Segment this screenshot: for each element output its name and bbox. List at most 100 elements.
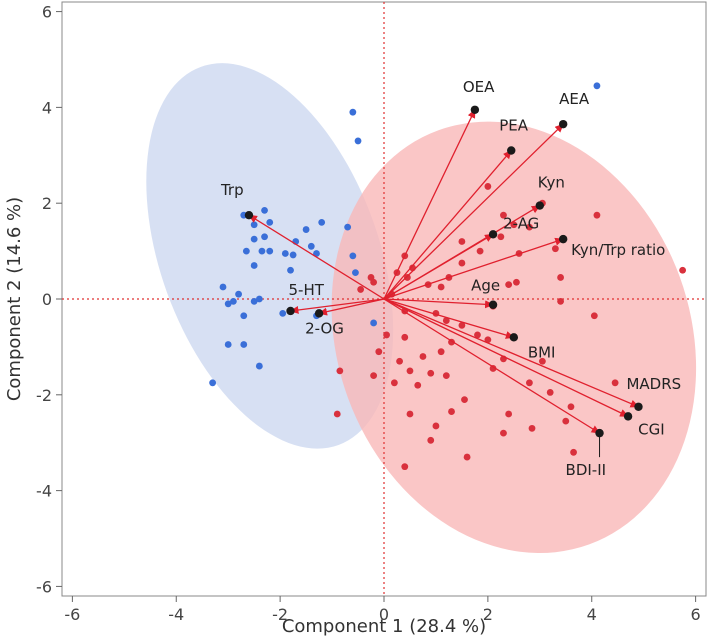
vector-endpoint bbox=[535, 201, 545, 210]
blue-data-point bbox=[266, 247, 274, 255]
vector-label: BMI bbox=[528, 343, 556, 361]
vector-arrow bbox=[318, 298, 385, 316]
vector-arrow bbox=[289, 298, 385, 314]
red-data-point bbox=[505, 410, 513, 418]
blue-data-point bbox=[224, 300, 232, 308]
vector-endpoint bbox=[558, 234, 568, 244]
vector-label: Kyn/Trp ratio bbox=[571, 241, 665, 259]
red-data-point bbox=[567, 403, 575, 411]
red-data-point bbox=[375, 348, 383, 356]
vector-label: 5-HT bbox=[289, 281, 325, 299]
red-data-point bbox=[403, 274, 411, 281]
red-data-point bbox=[458, 238, 466, 245]
red-data-point bbox=[489, 365, 497, 372]
blue-data-point bbox=[344, 223, 352, 231]
vector-endpoint bbox=[244, 210, 254, 220]
red-data-point bbox=[458, 321, 466, 329]
red-data-point bbox=[570, 448, 577, 456]
blue-data-point bbox=[287, 266, 294, 274]
vector-label: OEA bbox=[463, 78, 495, 96]
vector-label: CGI bbox=[638, 420, 665, 438]
blue-data-point bbox=[349, 252, 357, 260]
red-data-point bbox=[513, 278, 520, 286]
red-data-point bbox=[427, 436, 435, 444]
red-data-point bbox=[396, 357, 403, 365]
vector-label: Kyn bbox=[538, 174, 565, 192]
blue-data-point bbox=[289, 251, 297, 259]
blue-data-point bbox=[240, 312, 248, 320]
red-data-point bbox=[370, 278, 378, 286]
blue-data-point bbox=[302, 226, 310, 233]
red-data-point bbox=[484, 183, 492, 190]
vector-label: 2-OG bbox=[305, 319, 344, 337]
vector-arrow bbox=[383, 237, 565, 300]
red-data-point bbox=[406, 367, 414, 375]
blue-data-point bbox=[261, 233, 268, 241]
blue-data-point bbox=[240, 341, 248, 348]
vector-endpoint bbox=[314, 309, 324, 318]
vector-arrow bbox=[383, 298, 515, 339]
y-tick-label: 4 bbox=[42, 98, 52, 117]
blue-data-point bbox=[281, 250, 289, 257]
y-tick-label: 0 bbox=[42, 290, 52, 309]
vector-arrow bbox=[383, 298, 640, 408]
red-data-point bbox=[679, 266, 687, 274]
blue-data-point bbox=[224, 341, 232, 348]
red-data-point bbox=[437, 283, 445, 291]
vector-arrow bbox=[383, 233, 494, 300]
red-data-point bbox=[557, 297, 564, 305]
y-axis-title: Component 2 (14.6 %) bbox=[4, 197, 25, 401]
blue-data-point bbox=[255, 362, 263, 370]
y-tick-label: 2 bbox=[42, 194, 52, 213]
blue-data-point bbox=[242, 247, 250, 255]
vector-arrow bbox=[383, 298, 495, 309]
y-tick-label: 6 bbox=[42, 3, 52, 22]
vector-endpoint bbox=[286, 306, 295, 316]
blue-data-point bbox=[349, 108, 357, 116]
red-data-point bbox=[611, 379, 619, 387]
blue-data-point bbox=[318, 218, 326, 226]
vector-endpoint bbox=[488, 300, 498, 309]
blue-data-point bbox=[250, 297, 258, 305]
blue-data-point bbox=[229, 297, 237, 305]
red-data-point bbox=[546, 389, 554, 396]
red-data-point bbox=[432, 422, 440, 430]
red-data-point bbox=[333, 410, 341, 418]
red-data-point bbox=[463, 453, 471, 461]
red-data-point bbox=[562, 417, 570, 425]
y-tick-label: -6 bbox=[36, 577, 52, 596]
vector-arrow bbox=[248, 214, 385, 300]
blue-data-point bbox=[352, 269, 359, 277]
red-data-point bbox=[414, 381, 422, 389]
blue-group-ellipse bbox=[146, 63, 394, 449]
y-tick-label: -2 bbox=[36, 386, 52, 405]
x-axis-title: Component 1 (28.4 %) bbox=[282, 616, 486, 637]
red-data-point bbox=[442, 372, 450, 380]
blue-data-point bbox=[313, 250, 320, 257]
red-data-point bbox=[437, 348, 445, 356]
red-data-point bbox=[526, 223, 533, 231]
red-data-point bbox=[590, 312, 598, 320]
vector-label: PEA bbox=[499, 117, 529, 135]
red-data-point bbox=[551, 245, 559, 253]
vector-endpoint bbox=[509, 333, 519, 342]
red-data-point bbox=[448, 408, 455, 415]
red-data-point bbox=[593, 211, 601, 219]
vector-endpoint bbox=[488, 230, 498, 239]
blue-data-point bbox=[255, 295, 263, 303]
vector-endpoint bbox=[634, 402, 643, 411]
blue-data-point bbox=[593, 82, 601, 90]
blue-data-point bbox=[370, 319, 378, 327]
x-tick-label: 0 bbox=[379, 605, 389, 624]
red-data-point bbox=[370, 372, 378, 380]
blue-data-point bbox=[258, 247, 266, 255]
red-data-point bbox=[526, 379, 533, 387]
red-data-point bbox=[476, 247, 484, 255]
red-data-point bbox=[383, 331, 390, 339]
vector-label: Age bbox=[471, 277, 500, 295]
blue-data-point bbox=[261, 206, 268, 214]
red-data-point bbox=[401, 463, 409, 471]
red-data-point bbox=[461, 396, 468, 403]
loading-vectors: OEA PEA AEA Kyn 2-AG Kyn/Trp ratio Age BMI MADRS… bbox=[220, 78, 681, 479]
